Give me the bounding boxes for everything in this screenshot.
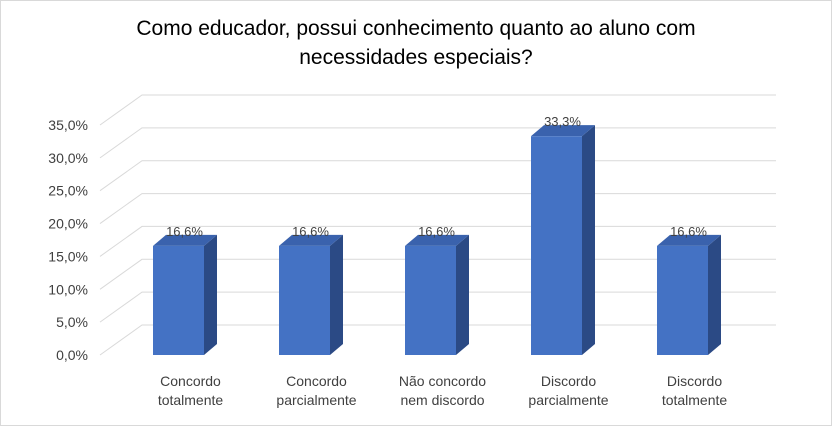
category-label-line: Concordo: [160, 373, 221, 389]
bar: [657, 245, 708, 355]
gridline: [99, 94, 776, 126]
bar: [531, 136, 582, 355]
bar-top: [405, 234, 469, 246]
y-tick-label: 30,0%: [48, 150, 88, 166]
bar-top: [279, 234, 343, 246]
bar-side: [582, 125, 595, 356]
gridline: [99, 127, 776, 159]
gridline: [99, 160, 776, 192]
gridline: [99, 193, 776, 224]
data-label: 16,6%: [418, 224, 455, 239]
bar-top: [153, 234, 217, 246]
y-tick-label: 35,0%: [48, 117, 88, 133]
category-label: Concordo parcialmente: [252, 372, 382, 410]
y-tick-label: 20,0%: [48, 216, 88, 232]
bar-side: [708, 234, 721, 355]
bar: [279, 245, 330, 355]
category-label-line: Concordo: [286, 373, 347, 389]
category-label-line: totalmente: [661, 392, 728, 408]
bar-side: [456, 234, 469, 355]
bar-side: [204, 234, 217, 355]
bar-top: [657, 234, 721, 246]
category-label-line: Não concordo: [398, 373, 487, 389]
bar-top: [531, 125, 595, 137]
category-label-line: parcialmente: [528, 392, 609, 408]
bar: [153, 245, 204, 355]
category-label-line: totalmente: [157, 392, 224, 408]
y-tick-label: 15,0%: [48, 248, 88, 264]
y-tick-label: 25,0%: [48, 183, 88, 199]
category-label-line: Discordo: [540, 373, 597, 389]
category-label-line: nem discordo: [400, 392, 485, 408]
y-tick-label: 5,0%: [56, 314, 88, 330]
data-label: 16,6%: [670, 224, 707, 239]
data-label: 16,6%: [166, 224, 203, 239]
category-label: Não concordo nem discordo: [378, 372, 508, 410]
category-label: Discordo totalmente: [630, 372, 760, 410]
chart-title-line-1: Como educador, possui conhecimento quant…: [136, 17, 696, 40]
bar-side: [330, 234, 343, 355]
data-label: 16,6%: [292, 224, 329, 239]
category-label-line: Discordo: [666, 373, 723, 389]
y-tick-label: 0,0%: [56, 347, 88, 363]
bar: [405, 245, 456, 355]
category-label: Concordo totalmente: [126, 372, 256, 410]
category-label-line: parcialmente: [276, 392, 357, 408]
chart-title: Como educador, possui conhecimento quant…: [0, 14, 832, 72]
data-label: 33,3%: [544, 114, 581, 129]
category-label: Discordo parcialmente: [504, 372, 634, 410]
chart-title-line-2: necessidades especiais?: [299, 46, 533, 69]
y-tick-label: 10,0%: [48, 281, 88, 297]
